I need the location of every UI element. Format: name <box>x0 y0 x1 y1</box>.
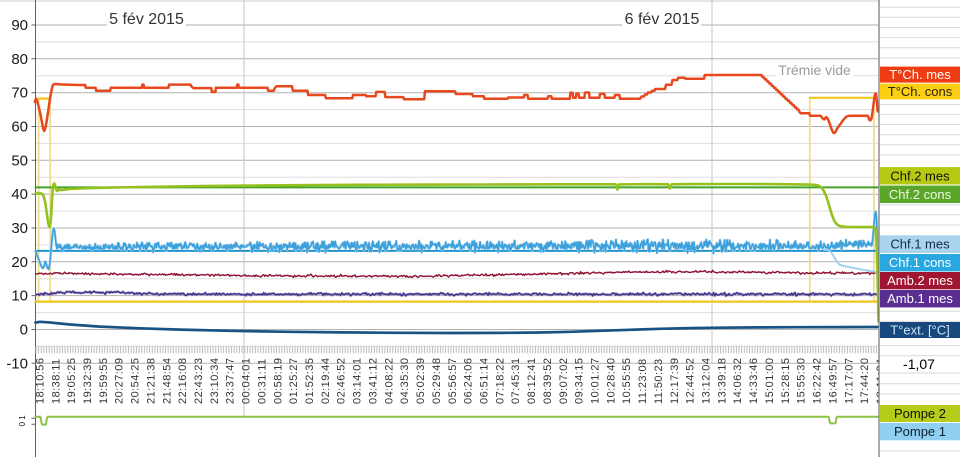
svg-text:18:10:56: 18:10:56 <box>34 358 46 404</box>
svg-text:Trémie vide: Trémie vide <box>778 62 851 78</box>
svg-text:06:51:14: 06:51:14 <box>479 358 491 404</box>
svg-text:Chf.1 cons: Chf.1 cons <box>889 255 952 270</box>
svg-text:T°Ch. cons: T°Ch. cons <box>888 84 953 99</box>
svg-text:00:04:01: 00:04:01 <box>241 358 253 404</box>
svg-text:40: 40 <box>11 186 28 203</box>
svg-text:23:37:47: 23:37:47 <box>225 358 237 404</box>
svg-text:02:19:44: 02:19:44 <box>320 358 332 404</box>
svg-text:04:08:22: 04:08:22 <box>383 358 395 404</box>
svg-text:17:17:07: 17:17:07 <box>843 358 855 404</box>
svg-text:Pompe 2: Pompe 2 <box>894 406 946 421</box>
svg-text:90: 90 <box>11 17 28 34</box>
svg-text:1: 1 <box>18 415 27 420</box>
svg-text:60: 60 <box>11 118 28 135</box>
svg-text:10:55:55: 10:55:55 <box>621 358 633 404</box>
svg-text:30: 30 <box>11 220 28 237</box>
svg-text:18:38:11: 18:38:11 <box>50 358 62 404</box>
svg-text:22:43:23: 22:43:23 <box>193 358 205 404</box>
svg-text:21:48:54: 21:48:54 <box>161 358 173 404</box>
svg-text:70: 70 <box>11 85 28 102</box>
svg-text:07:45:31: 07:45:31 <box>510 358 522 404</box>
svg-text:17:44:20: 17:44:20 <box>859 358 871 404</box>
svg-text:15:28:15: 15:28:15 <box>780 358 792 404</box>
svg-text:14:06:32: 14:06:32 <box>732 358 744 404</box>
svg-text:00:58:19: 00:58:19 <box>272 358 284 404</box>
svg-text:19:05:25: 19:05:25 <box>66 358 78 404</box>
svg-text:T°ext. [°C]: T°ext. [°C] <box>890 323 950 338</box>
svg-text:Chf.1 mes: Chf.1 mes <box>890 237 950 252</box>
svg-text:20:27:09: 20:27:09 <box>114 358 126 404</box>
svg-text:-10: -10 <box>6 355 28 372</box>
svg-text:11:50:23: 11:50:23 <box>653 358 665 404</box>
svg-text:16:49:57: 16:49:57 <box>827 358 839 404</box>
svg-text:5 fév 2015: 5 fév 2015 <box>109 11 184 28</box>
svg-text:10:28:40: 10:28:40 <box>605 358 617 404</box>
svg-text:Chf.2 mes: Chf.2 mes <box>890 168 950 183</box>
svg-text:05:29:48: 05:29:48 <box>431 358 443 404</box>
svg-text:Pompe 1: Pompe 1 <box>894 424 946 439</box>
svg-text:Amb.1 mes: Amb.1 mes <box>887 291 953 306</box>
svg-text:00:31:11: 00:31:11 <box>256 358 268 404</box>
svg-text:05:56:57: 05:56:57 <box>447 358 459 404</box>
svg-text:12:17:39: 12:17:39 <box>669 358 681 404</box>
svg-text:21:21:38: 21:21:38 <box>145 358 157 404</box>
svg-text:6 fév 2015: 6 fév 2015 <box>625 11 700 28</box>
svg-text:15:55:30: 15:55:30 <box>796 358 808 404</box>
svg-text:16:22:42: 16:22:42 <box>812 358 824 404</box>
svg-text:13:39:18: 13:39:18 <box>716 358 728 404</box>
svg-text:06:24:06: 06:24:06 <box>463 358 475 404</box>
svg-text:03:14:01: 03:14:01 <box>352 358 364 404</box>
svg-text:15:01:00: 15:01:00 <box>764 358 776 404</box>
svg-text:T°Ch. mes: T°Ch. mes <box>889 67 951 82</box>
svg-text:20: 20 <box>11 254 28 271</box>
svg-text:Amb.2 mes: Amb.2 mes <box>887 273 953 288</box>
svg-text:20:54:25: 20:54:25 <box>130 358 142 404</box>
svg-text:80: 80 <box>11 51 28 68</box>
svg-text:50: 50 <box>11 152 28 169</box>
svg-text:Chf.2 cons: Chf.2 cons <box>889 187 952 202</box>
svg-text:01:52:35: 01:52:35 <box>304 358 316 404</box>
svg-text:11:23:08: 11:23:08 <box>637 358 649 404</box>
svg-text:0: 0 <box>18 421 27 426</box>
svg-text:19:59:55: 19:59:55 <box>98 358 110 404</box>
svg-text:14:33:46: 14:33:46 <box>748 358 760 404</box>
svg-text:10: 10 <box>11 288 28 305</box>
svg-text:02:46:52: 02:46:52 <box>336 358 348 404</box>
svg-text:03:41:12: 03:41:12 <box>368 358 380 404</box>
svg-text:19:32:39: 19:32:39 <box>82 358 94 404</box>
svg-text:23:10:34: 23:10:34 <box>209 358 221 404</box>
svg-text:-1,07: -1,07 <box>903 356 935 372</box>
svg-text:12:44:52: 12:44:52 <box>685 358 697 404</box>
svg-text:10:01:27: 10:01:27 <box>590 358 602 404</box>
svg-text:07:18:22: 07:18:22 <box>494 358 506 404</box>
svg-text:0: 0 <box>20 321 28 338</box>
svg-text:09:34:15: 09:34:15 <box>574 358 586 404</box>
svg-text:01:25:27: 01:25:27 <box>288 358 300 404</box>
svg-text:08:12:41: 08:12:41 <box>526 358 538 404</box>
svg-text:08:39:52: 08:39:52 <box>542 358 554 404</box>
svg-text:04:35:30: 04:35:30 <box>399 358 411 404</box>
svg-text:22:16:08: 22:16:08 <box>177 358 189 404</box>
svg-text:13:12:04: 13:12:04 <box>701 358 713 404</box>
svg-text:09:07:02: 09:07:02 <box>558 358 570 404</box>
svg-text:05:02:39: 05:02:39 <box>415 358 427 404</box>
